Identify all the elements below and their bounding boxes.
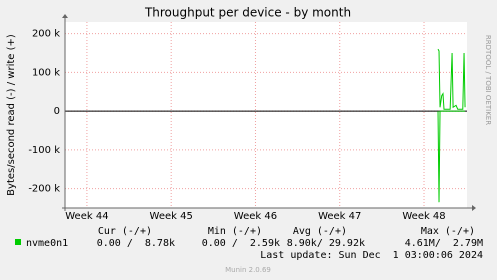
legend-cell: 4.61M/ 2.79M: [405, 238, 483, 249]
footer: Munin 2.0.69: [225, 266, 271, 274]
y-axis-label: Bytes/second read (-) / write (+): [6, 34, 17, 196]
x-tick-label: Week 44: [65, 211, 108, 222]
x-tick-label: Week 45: [150, 211, 193, 222]
plot-area: [65, 22, 467, 208]
y-arrow: [62, 14, 68, 18]
x-tick-label: Week 47: [318, 211, 361, 222]
y-tick-label: -100 k: [28, 145, 60, 156]
y-tick-label: -200 k: [28, 184, 60, 195]
legend-header: Cur (-/+): [98, 226, 152, 237]
legend-cell: 0.00 / 2.59k: [202, 238, 280, 249]
x-tick-label: Week 46: [234, 211, 277, 222]
legend-header: Max (-/+): [421, 226, 475, 237]
legend-cell: 8.90k/ 29.92k: [287, 238, 365, 249]
legend-label: nvme0n1: [26, 238, 68, 249]
legend-header: Avg (-/+): [293, 226, 347, 237]
legend-header: Min (-/+): [208, 226, 262, 237]
legend-cell: 0.00 / 8.78k: [97, 238, 175, 249]
side-label: RRDTOOL / TOBI OETIKER: [484, 35, 492, 125]
y-tick-label: 200 k: [32, 29, 60, 40]
legend-swatch: [15, 239, 21, 245]
y-tick-label: 0: [54, 106, 60, 117]
last-update: Last update: Sun Dec 1 03:00:06 2024: [260, 250, 483, 261]
x-arrow: [472, 205, 476, 211]
y-tick-label: 100 k: [32, 67, 60, 78]
x-tick-label: Week 48: [402, 211, 445, 222]
chart-title: Throughput per device - by month: [144, 6, 351, 20]
series-line: [437, 110, 466, 203]
series-line: [437, 48, 466, 110]
